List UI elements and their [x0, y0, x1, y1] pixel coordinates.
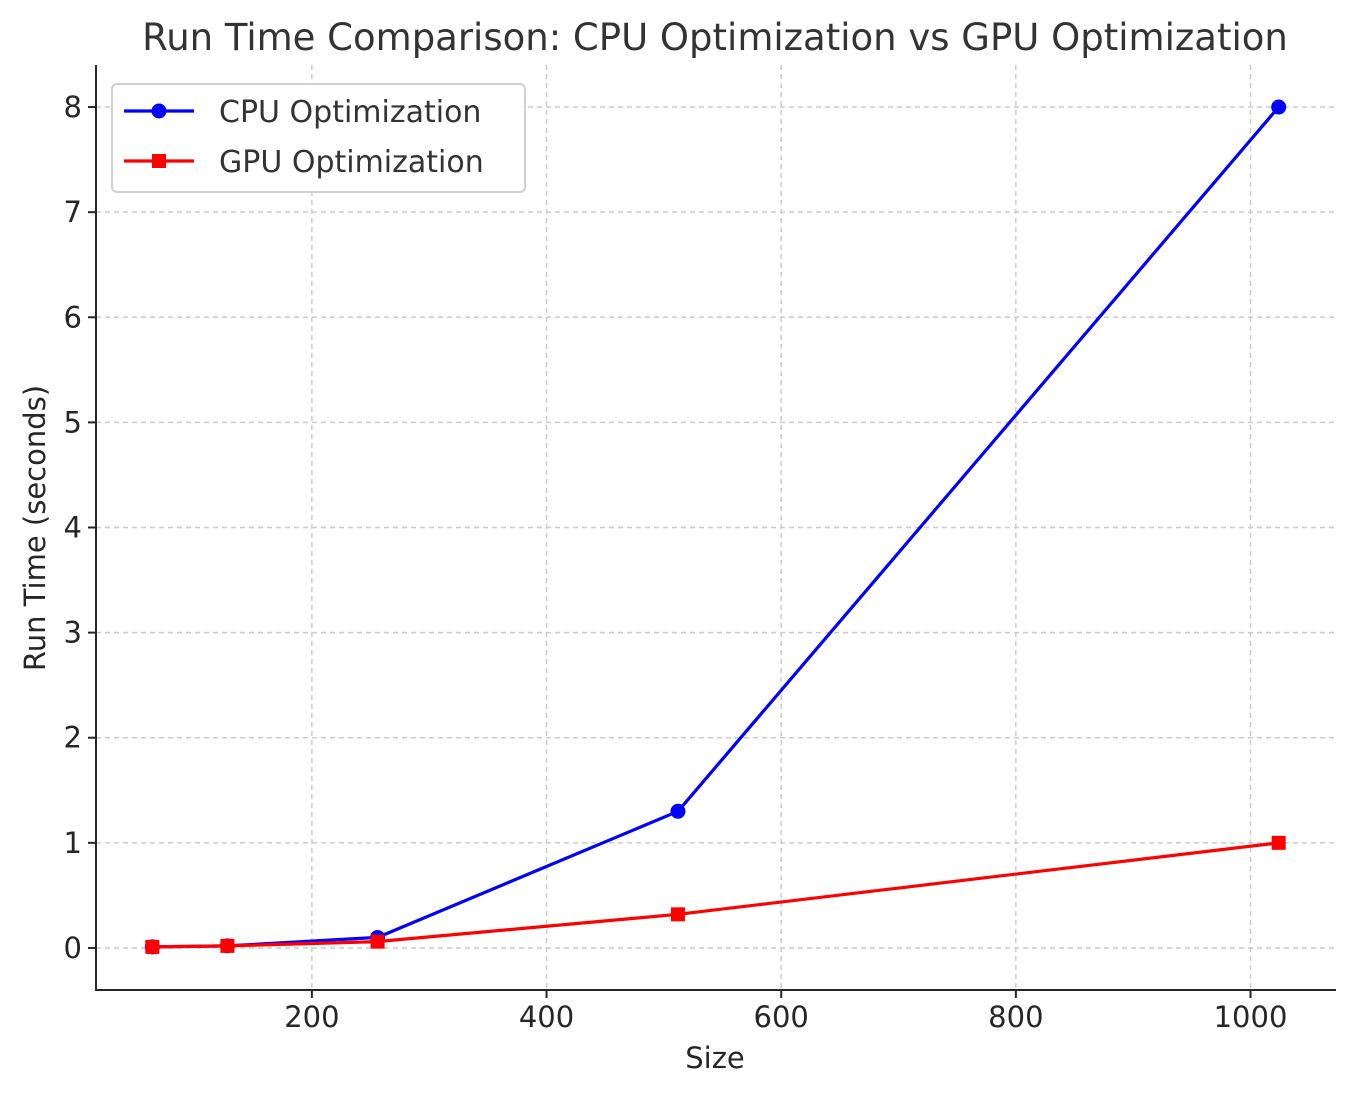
x-axis-label: Size: [685, 1041, 745, 1075]
y-tick-label-1: 1: [64, 826, 82, 860]
x-tick-label-0: 200: [284, 1000, 339, 1034]
y-tick-label-6: 6: [64, 300, 82, 334]
y-tick-label-4: 4: [64, 511, 82, 545]
x-tick-label-4: 1000: [1214, 1000, 1288, 1034]
series-layer: [144, 99, 1287, 955]
legend-label-gpu-optimization: GPU Optimization: [219, 145, 484, 180]
gpu-optimization-point-0: [145, 939, 160, 954]
legend-box: [111, 83, 526, 193]
y-tick-label-5: 5: [64, 405, 82, 439]
y-tick-label-7: 7: [64, 195, 82, 229]
legend-item-gpu-optimization: GPU Optimization: [124, 145, 484, 180]
chart-title: Run Time Comparison: CPU Optimization vs…: [142, 16, 1288, 59]
grid-lines: [96, 65, 1335, 990]
y-tick-label-0: 0: [64, 931, 82, 965]
legend-item-cpu-optimization: CPU Optimization: [124, 95, 481, 130]
gpu-optimization-point-2: [370, 934, 385, 949]
y-tick-label-3: 3: [64, 616, 82, 650]
legend-label-cpu-optimization: CPU Optimization: [219, 95, 481, 130]
y-tick-label-2: 2: [64, 721, 82, 755]
cpu-optimization-point-3: [670, 803, 686, 819]
legend: CPU Optimization GPU Optimization: [111, 83, 526, 193]
x-tick-label-3: 800: [988, 1000, 1043, 1034]
gpu-optimization-point-4: [1271, 835, 1286, 850]
cpu-optimization-point-4: [1271, 99, 1287, 115]
x-axis-ticks: 200 400 600 800 1000: [284, 990, 1287, 1034]
gpu-optimization-point-3: [670, 907, 685, 922]
legend-swatch-marker-gpu-optimization: [152, 154, 166, 168]
bottom-axis-spine: [95, 989, 1336, 991]
legend-swatch-marker-cpu-optimization: [151, 103, 167, 119]
y-axis-ticks: 0 1 2 3 4 5 6 7 8: [64, 90, 96, 965]
gpu-optimization-line: [152, 841, 1279, 949]
gpu-optimization-point-1: [220, 938, 235, 953]
gpu-optimization-series: [145, 835, 1286, 954]
y-axis-label: Run Time (seconds): [18, 385, 52, 671]
y-tick-label-8: 8: [64, 90, 82, 124]
x-tick-label-1: 400: [519, 1000, 574, 1034]
x-tick-label-2: 600: [754, 1000, 809, 1034]
